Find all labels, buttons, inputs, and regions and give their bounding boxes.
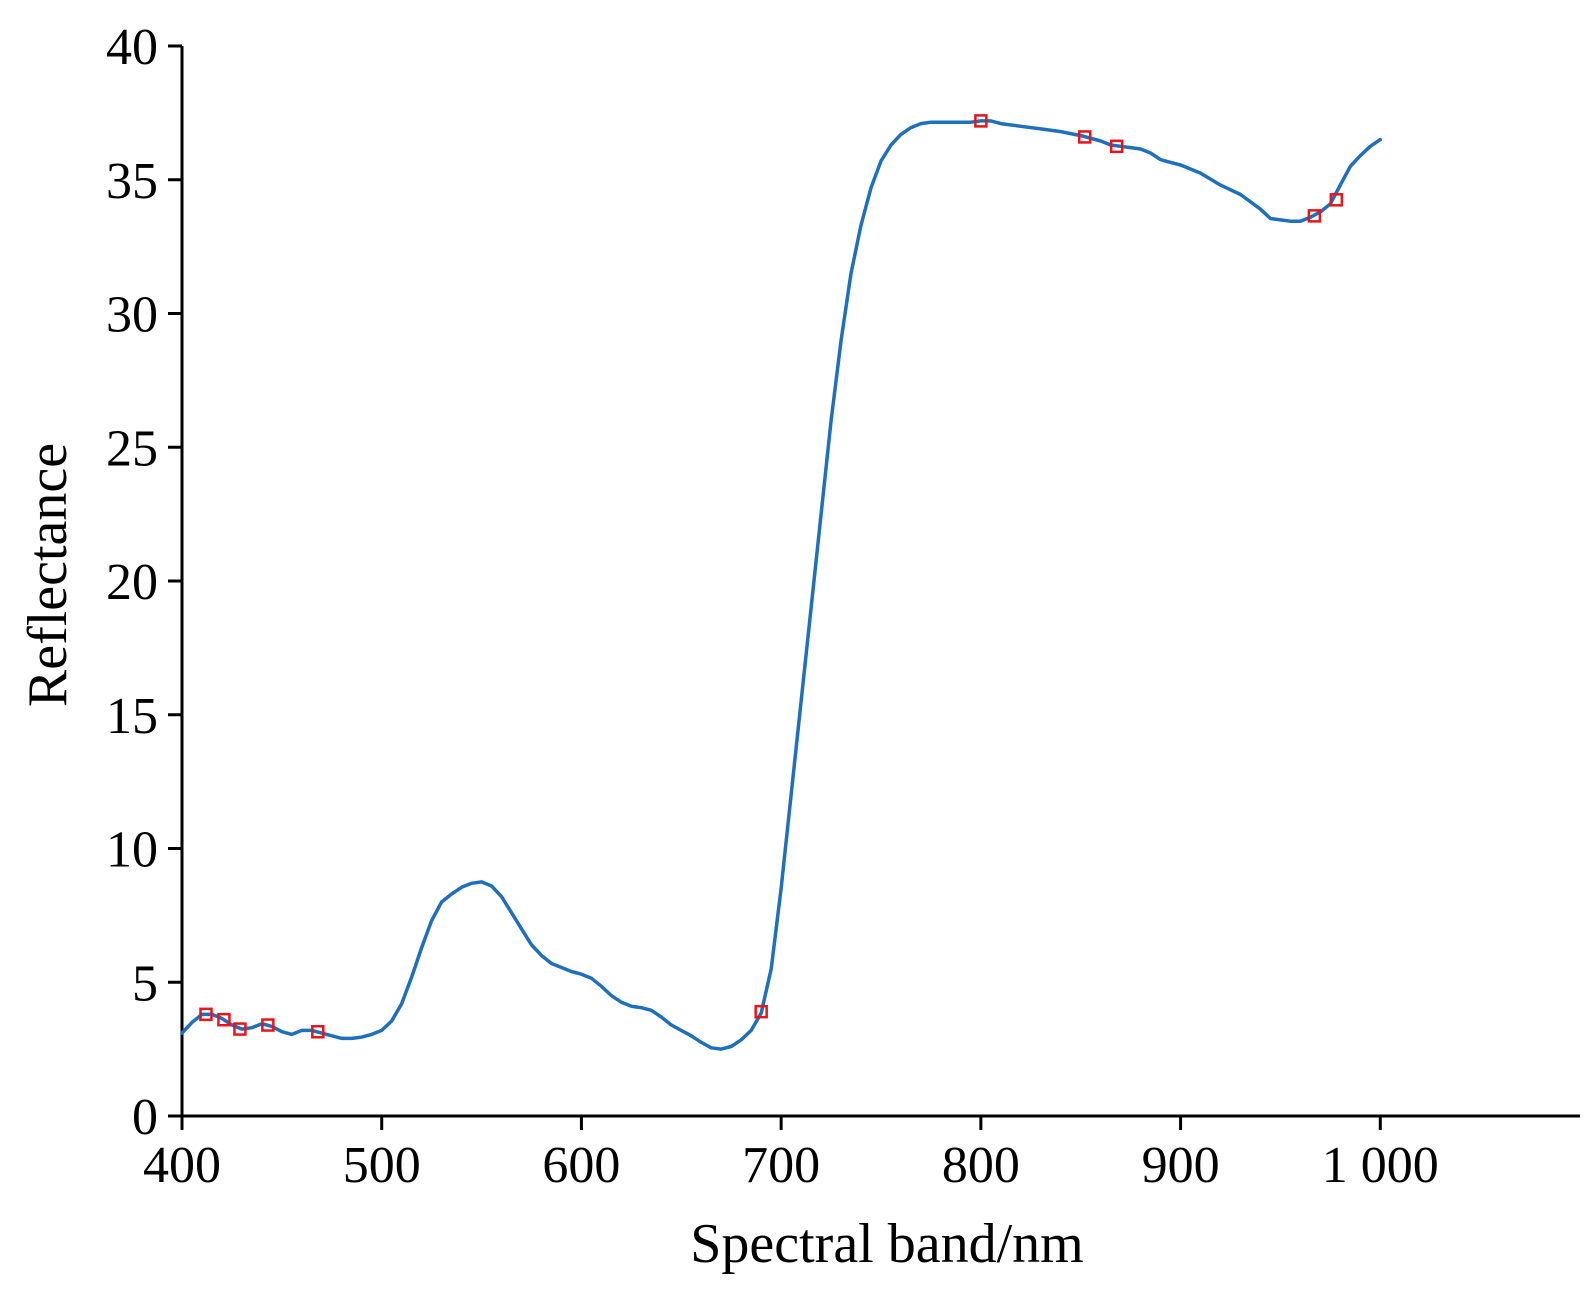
y-tick-label: 0 bbox=[132, 1089, 158, 1146]
x-tick-label: 900 bbox=[1142, 1137, 1220, 1194]
plot-area bbox=[180, 114, 1383, 1051]
y-tick-label: 15 bbox=[106, 688, 158, 745]
x-tick-label: 700 bbox=[742, 1137, 820, 1194]
ticks: 0 5 10 15 20 25 30 35 40 400 500 600 700 800 900 1 000 bbox=[106, 19, 1439, 1194]
band-marker bbox=[1307, 209, 1322, 223]
y-tick-label: 30 bbox=[106, 287, 158, 344]
band-marker bbox=[199, 1007, 213, 1022]
band-marker bbox=[233, 1022, 247, 1036]
x-axis-title: Spectral band/nm bbox=[690, 1213, 1083, 1275]
y-tick-label: 5 bbox=[132, 955, 158, 1012]
y-tick-label: 35 bbox=[106, 153, 158, 210]
band-marker bbox=[974, 114, 988, 128]
y-tick-label: 40 bbox=[106, 19, 158, 76]
axes bbox=[180, 46, 1580, 1118]
band-marker bbox=[1109, 139, 1124, 154]
band-marker bbox=[1077, 130, 1092, 144]
band-marker bbox=[754, 1004, 768, 1019]
x-tick-label: 400 bbox=[143, 1137, 221, 1194]
y-tick-label: 10 bbox=[106, 822, 158, 879]
x-tick-label: 500 bbox=[343, 1137, 421, 1194]
y-axis-title: Reflectance bbox=[17, 443, 79, 707]
y-tick-label: 20 bbox=[106, 554, 158, 611]
series-line bbox=[180, 119, 1383, 1051]
x-tick-label: 600 bbox=[542, 1137, 620, 1194]
y-tick-label: 25 bbox=[106, 420, 158, 477]
band-marker bbox=[217, 1012, 231, 1027]
x-tick-label: 1 000 bbox=[1322, 1137, 1439, 1194]
band-marker bbox=[311, 1024, 325, 1039]
x-tick-label: 800 bbox=[942, 1137, 1020, 1194]
band-marker bbox=[1329, 193, 1344, 207]
band-marker bbox=[261, 1018, 275, 1032]
